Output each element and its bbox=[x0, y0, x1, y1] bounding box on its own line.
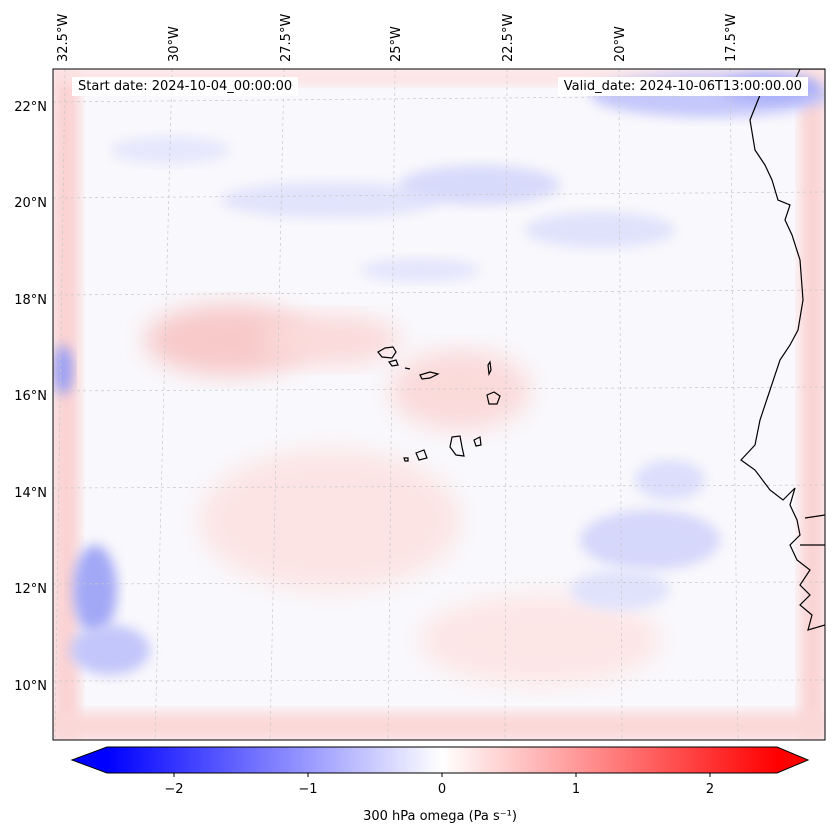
island-sao-vicente bbox=[387, 359, 399, 367]
lat-label: 10°N bbox=[14, 679, 47, 694]
lat-label: 22°N bbox=[14, 100, 47, 115]
coastlines bbox=[740, 69, 825, 631]
lon-label: 27.5°W bbox=[279, 14, 294, 62]
island-santo-antao bbox=[377, 346, 397, 359]
graticule bbox=[53, 69, 825, 740]
island-santiago bbox=[449, 435, 465, 457]
africa-coast bbox=[740, 69, 825, 631]
lon-label: 30°W bbox=[167, 26, 182, 62]
lon-label: 22.5°W bbox=[501, 14, 516, 62]
map-panel bbox=[52, 68, 826, 741]
lon-label: 25°W bbox=[389, 26, 404, 62]
lon-label: 20°W bbox=[613, 26, 628, 62]
lat-label: 20°N bbox=[14, 196, 47, 211]
island-santa-luzia bbox=[404, 367, 411, 370]
colorbar-extend-low bbox=[72, 747, 107, 773]
latitude-labels: 22°N 20°N 18°N 16°N 14°N 12°N 10°N bbox=[14, 100, 47, 694]
lat-label: 16°N bbox=[14, 389, 47, 404]
colorbar-tick-label: 1 bbox=[572, 782, 580, 797]
coast-bays bbox=[800, 514, 825, 546]
longitude-labels: 32.5°W 30°W 27.5°W 25°W 22.5°W 20°W 17.5… bbox=[56, 14, 739, 62]
lon-label: 17.5°W bbox=[724, 14, 739, 62]
start-date-label: Start date: 2024-10-04_00:00:00 bbox=[72, 77, 299, 96]
colorbar-tick-label: 2 bbox=[706, 782, 714, 797]
island-fogo bbox=[415, 449, 428, 461]
island-sal bbox=[487, 360, 492, 377]
colorbar-ticks: −2 −1 0 1 2 bbox=[164, 773, 714, 797]
lat-label: 14°N bbox=[14, 486, 47, 501]
cape-verde-islands bbox=[377, 346, 501, 462]
lon-label: 32.5°W bbox=[56, 14, 71, 62]
colorbar-extend-high bbox=[777, 747, 808, 773]
colorbar-label: 300 hPa omega (Pa s⁻¹) bbox=[363, 809, 517, 824]
island-brava bbox=[403, 457, 409, 462]
colorbar-gradient bbox=[107, 747, 777, 773]
valid-date-label: Valid_date: 2024-10-06T13:00:00.00 bbox=[557, 77, 808, 96]
colorbar-outline bbox=[70, 746, 810, 774]
island-sao-nicolau bbox=[419, 371, 440, 380]
island-boa-vista bbox=[486, 391, 501, 405]
map-frame bbox=[52, 68, 826, 741]
lat-label: 18°N bbox=[14, 293, 47, 308]
colorbar-tick-label: 0 bbox=[438, 782, 446, 797]
colorbar-tick-label: −2 bbox=[164, 782, 183, 797]
colorbar-tick-label: −1 bbox=[298, 782, 317, 797]
lat-label: 12°N bbox=[14, 582, 47, 597]
island-maio bbox=[473, 436, 482, 447]
colorbar: −2 −1 0 1 2 300 hPa omega (Pa s⁻¹) bbox=[70, 746, 810, 824]
